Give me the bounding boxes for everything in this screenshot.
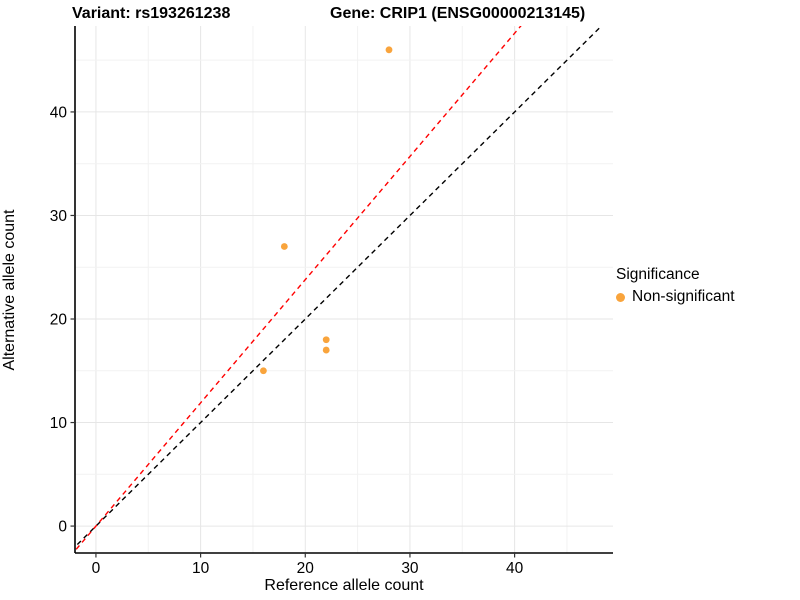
data-point — [385, 46, 393, 54]
x-tick-label: 0 — [92, 560, 101, 577]
y-tick-label: 0 — [58, 519, 67, 536]
x-tick-label: 30 — [401, 560, 419, 577]
x-axis-title: Reference allele count — [264, 577, 424, 594]
plot-title-gene: Gene: CRIP1 (ENSG00000213145) — [330, 5, 586, 22]
plot-title-variant: Variant: rs193261238 — [72, 5, 231, 22]
x-tick-label: 40 — [506, 560, 524, 577]
x-tick-label: 10 — [192, 560, 210, 577]
legend-item-label: Non-significant — [632, 288, 735, 305]
data-point — [322, 346, 330, 354]
data-point — [260, 367, 267, 375]
y-tick-label: 30 — [50, 208, 68, 225]
y-tick-label: 20 — [50, 312, 68, 329]
data-point — [280, 243, 288, 250]
x-tick-label: 20 — [297, 560, 315, 577]
legend-item: Non-significant — [616, 288, 735, 306]
y-tick-label: 10 — [50, 415, 68, 432]
panel-background — [75, 26, 613, 553]
legend: Significance Non-significant — [616, 266, 735, 306]
legend-marker-circle-icon — [616, 292, 625, 302]
legend-title: Significance — [616, 266, 700, 283]
y-tick-label: 40 — [50, 104, 68, 121]
data-point — [322, 336, 330, 344]
